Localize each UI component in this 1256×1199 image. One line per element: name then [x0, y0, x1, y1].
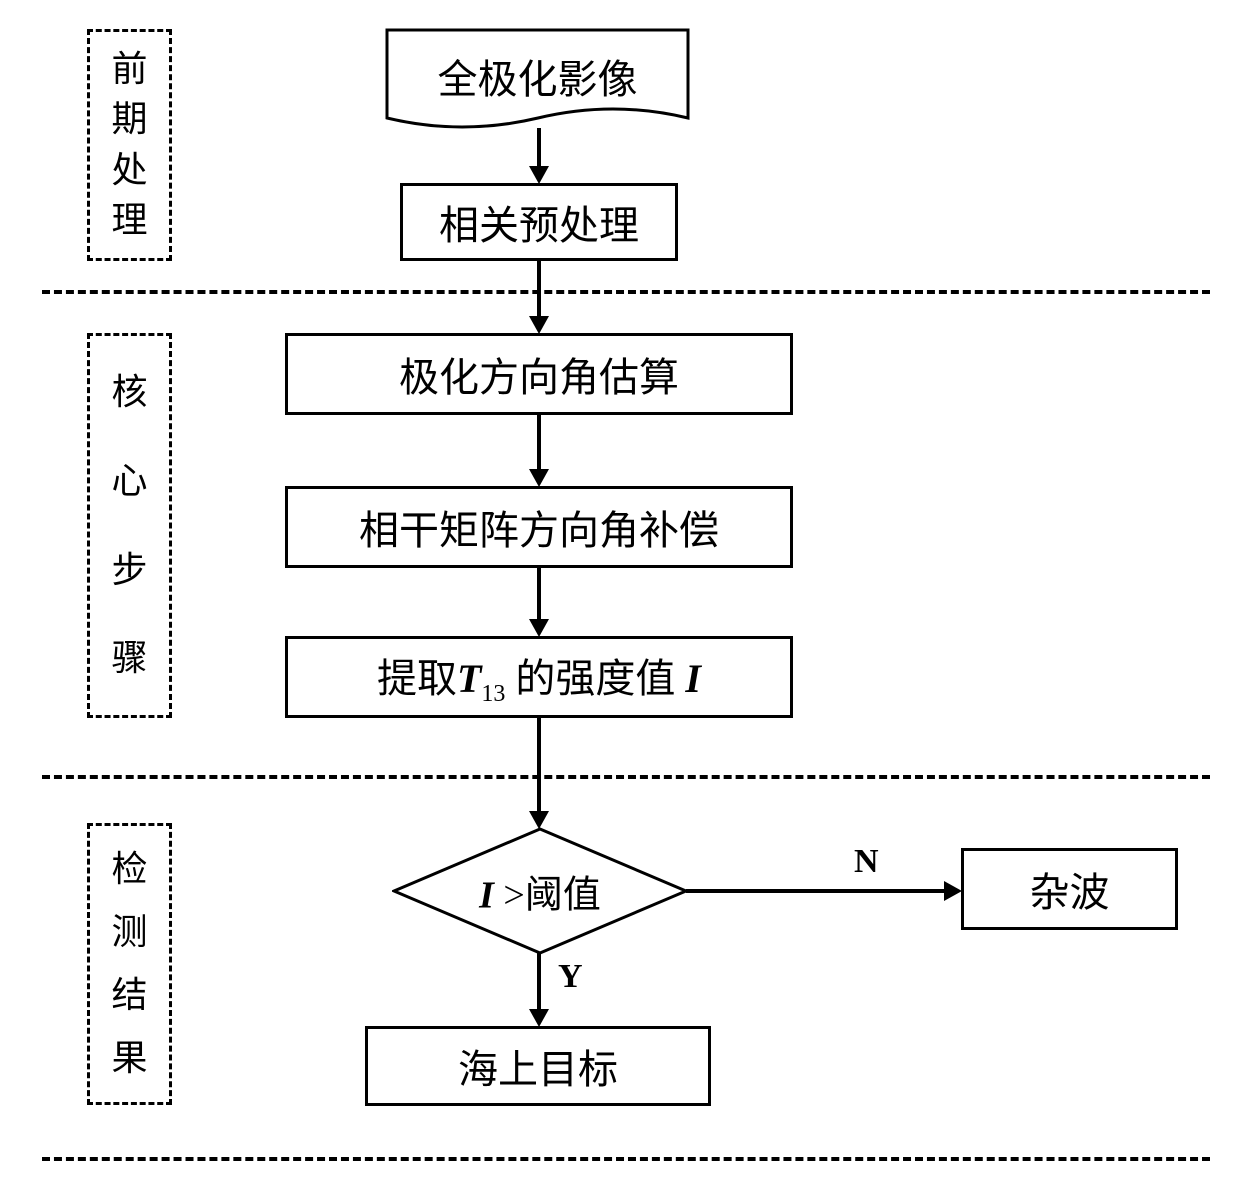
node-preproc-label: 相关预处理	[439, 193, 639, 251]
arrow-head	[529, 1009, 549, 1027]
arrow-head	[529, 619, 549, 637]
char: 结	[111, 971, 147, 1020]
char: 步	[111, 546, 147, 595]
edge-preproc-angle	[537, 261, 541, 318]
char: 果	[111, 1034, 147, 1083]
edge-decision-clutter	[686, 889, 946, 893]
section-label-core: 核 心 步 骤	[87, 333, 172, 718]
char: 心	[111, 457, 147, 506]
char: 前	[111, 45, 147, 94]
edge-comp-extract	[537, 568, 541, 621]
char: 检	[111, 845, 147, 894]
edge-label-yes: Y	[558, 958, 583, 996]
edge-label-no: N	[854, 843, 879, 881]
edge-input-preproc	[537, 128, 541, 168]
char: 测	[111, 908, 147, 957]
node-target: 海上目标	[365, 1026, 711, 1106]
section-label-result: 检 测 结 果	[87, 823, 172, 1105]
node-input-document: 全极化影像	[385, 28, 690, 134]
node-comp: 相干矩阵方向角补偿	[285, 486, 793, 568]
edge-angle-comp	[537, 415, 541, 471]
arrow-head	[529, 316, 549, 334]
arrow-head	[529, 166, 549, 184]
separator-1	[42, 290, 1210, 294]
edge-decision-target	[537, 953, 541, 1011]
node-comp-label: 相干矩阵方向角补偿	[359, 498, 719, 556]
char: 理	[111, 196, 147, 245]
node-extract-label: 提取T13 的强度值 I	[377, 646, 701, 708]
arrow-head	[529, 811, 549, 829]
arrow-head	[529, 469, 549, 487]
char: 期	[111, 95, 147, 144]
separator-2	[42, 775, 1210, 779]
node-decision-label: I >阈值	[392, 864, 688, 919]
node-decision-diamond: I >阈值	[392, 827, 688, 955]
char: 核	[111, 368, 147, 417]
char: 处	[111, 146, 147, 195]
node-angle-est-label: 极化方向角估算	[399, 345, 679, 403]
node-input-label: 全极化影像	[385, 47, 690, 105]
section-label-pre: 前 期 处 理	[87, 29, 172, 261]
flowchart-root: 前 期 处 理 核 心 步 骤 检 测 结 果 全极化影像 相关预处理 极化方向…	[0, 0, 1256, 1199]
arrow-head	[944, 881, 962, 901]
node-target-label: 海上目标	[458, 1037, 618, 1095]
edge-extract-decision	[537, 718, 541, 813]
separator-3	[42, 1157, 1210, 1161]
node-preproc: 相关预处理	[400, 183, 678, 261]
node-clutter-label: 杂波	[1030, 860, 1110, 918]
char: 骤	[111, 634, 147, 683]
node-clutter: 杂波	[961, 848, 1178, 930]
node-angle-est: 极化方向角估算	[285, 333, 793, 415]
node-extract: 提取T13 的强度值 I	[285, 636, 793, 718]
